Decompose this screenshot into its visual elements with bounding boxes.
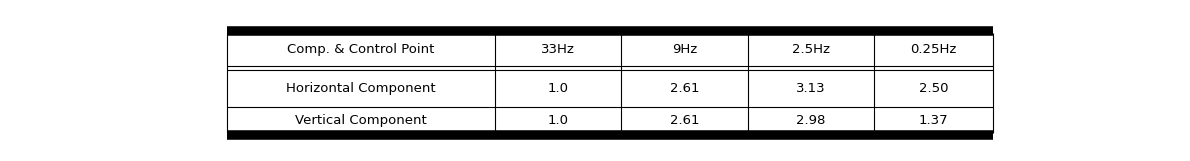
Text: Comp. & Control Point: Comp. & Control Point [288,43,434,56]
Text: Horizontal Component: Horizontal Component [287,82,436,95]
Text: 2.98: 2.98 [796,114,826,127]
Text: 2.5Hz: 2.5Hz [791,43,829,56]
Text: 1.0: 1.0 [547,114,569,127]
Text: 2.61: 2.61 [670,114,700,127]
Text: 2.50: 2.50 [919,82,948,95]
Text: 2.61: 2.61 [670,82,700,95]
Text: 33Hz: 33Hz [541,43,575,56]
Text: Vertical Component: Vertical Component [295,114,427,127]
Text: 1.37: 1.37 [919,114,948,127]
Text: 0.25Hz: 0.25Hz [910,43,957,56]
Text: 1.0: 1.0 [547,82,569,95]
Text: 9Hz: 9Hz [672,43,697,56]
Text: 3.13: 3.13 [796,82,826,95]
